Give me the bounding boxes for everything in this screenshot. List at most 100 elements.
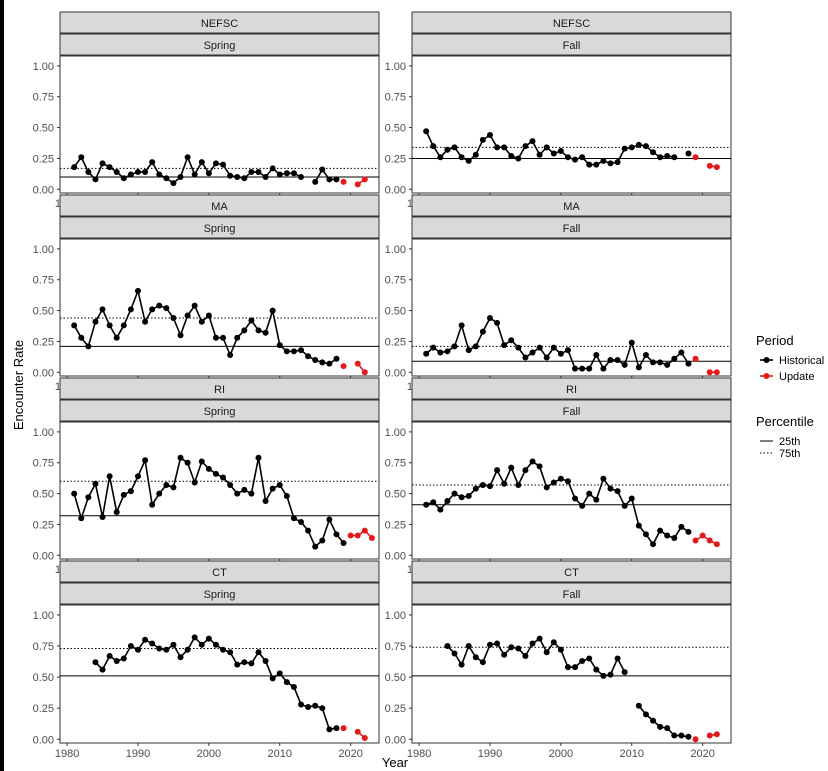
historical-point	[572, 495, 579, 502]
historical-point	[227, 352, 234, 359]
historical-point	[437, 154, 444, 161]
update-point	[361, 527, 368, 534]
panel-ma-fall: MAFall0.000.250.500.751.0019801990200020…	[385, 194, 732, 393]
historical-point	[85, 494, 92, 501]
historical-series-line	[314, 168, 337, 183]
historical-point	[184, 459, 191, 466]
historical-point	[621, 502, 628, 509]
historical-point	[465, 157, 472, 164]
historical-point	[262, 497, 269, 504]
historical-point	[572, 156, 579, 163]
historical-point	[326, 176, 333, 183]
historical-point	[191, 634, 198, 641]
y-tick-label: 0.75	[385, 641, 406, 653]
facet-strip-region	[59, 194, 380, 217]
historical-point	[664, 361, 671, 368]
historical-point	[149, 306, 156, 313]
historical-point	[262, 657, 269, 664]
historical-point	[99, 666, 106, 673]
historical-point	[269, 165, 276, 172]
update-point	[699, 532, 706, 539]
facet-region-label: RI	[566, 384, 577, 396]
historical-point	[593, 666, 600, 673]
facet-region-label: CT	[212, 567, 227, 579]
historical-point	[184, 646, 191, 653]
historical-point	[451, 490, 458, 497]
x-tick-label: 1990	[126, 748, 150, 760]
historical-point	[220, 646, 227, 653]
historical-point	[191, 479, 198, 486]
panel-frame	[59, 55, 380, 194]
historical-point	[472, 343, 479, 350]
historical-point	[142, 169, 149, 176]
historical-point	[664, 532, 671, 539]
x-tick-label: 2010	[268, 748, 292, 760]
historical-point	[319, 705, 326, 712]
update-point	[354, 532, 361, 539]
historical-point	[163, 305, 170, 312]
historical-point	[430, 499, 437, 506]
y-tick-label: 0.25	[385, 519, 406, 531]
historical-point	[501, 342, 508, 349]
historical-point	[71, 490, 78, 497]
historical-point	[536, 463, 543, 470]
historical-point	[71, 164, 78, 171]
historical-point	[106, 473, 113, 480]
update-point	[354, 728, 361, 735]
historical-point	[444, 146, 451, 153]
historical-point	[501, 480, 508, 487]
historical-point	[650, 149, 657, 156]
historical-point	[479, 481, 486, 488]
legend-percentile-title: Percentile	[756, 414, 814, 429]
historical-point	[508, 152, 515, 159]
historical-point	[486, 131, 493, 138]
update-point	[368, 535, 375, 542]
historical-point	[290, 348, 297, 355]
historical-point	[241, 659, 248, 666]
update-point	[361, 369, 368, 376]
historical-point	[276, 342, 283, 349]
historical-point	[465, 643, 472, 650]
facet-strip-season	[411, 582, 732, 605]
historical-point	[319, 359, 326, 366]
historical-point	[515, 344, 522, 351]
facet-region-label: MA	[563, 201, 580, 213]
historical-point	[458, 661, 465, 668]
update-point	[354, 181, 361, 188]
historical-point	[241, 175, 248, 182]
historical-point	[142, 457, 149, 464]
panel-ct-fall: CT Fall 0.00 0.25 0.50 0.75 1.00 1980 1990 2000 20…	[385, 560, 732, 760]
historical-point	[423, 128, 430, 135]
update-point	[706, 732, 713, 739]
facet-strip-season	[59, 216, 380, 239]
historical-point	[657, 359, 664, 366]
historical-point	[106, 652, 113, 659]
historical-point	[607, 485, 614, 492]
historical-point	[177, 173, 184, 180]
historical-point	[234, 334, 241, 341]
historical-point	[621, 669, 628, 676]
historical-point	[333, 176, 340, 183]
historical-point	[557, 646, 564, 653]
historical-point	[614, 655, 621, 662]
historical-point	[642, 143, 649, 150]
historical-point	[170, 484, 177, 491]
historical-point	[312, 702, 319, 709]
update-point	[692, 355, 699, 362]
historical-point	[635, 141, 642, 148]
historical-point	[241, 327, 248, 334]
historical-point	[593, 161, 600, 168]
y-tick-label: 0.75	[33, 92, 54, 104]
historical-point	[494, 467, 501, 474]
historical-point	[536, 635, 543, 642]
historical-point	[290, 515, 297, 522]
facet-season-label: Spring	[204, 406, 236, 418]
historical-point	[142, 318, 149, 325]
panel-frame	[411, 55, 732, 194]
x-tick-label: 2000	[197, 748, 221, 760]
update-point	[354, 360, 361, 367]
historical-point	[529, 458, 536, 465]
historical-point	[600, 365, 607, 372]
historical-point	[305, 703, 312, 710]
facet-season-label: Spring	[204, 589, 236, 601]
